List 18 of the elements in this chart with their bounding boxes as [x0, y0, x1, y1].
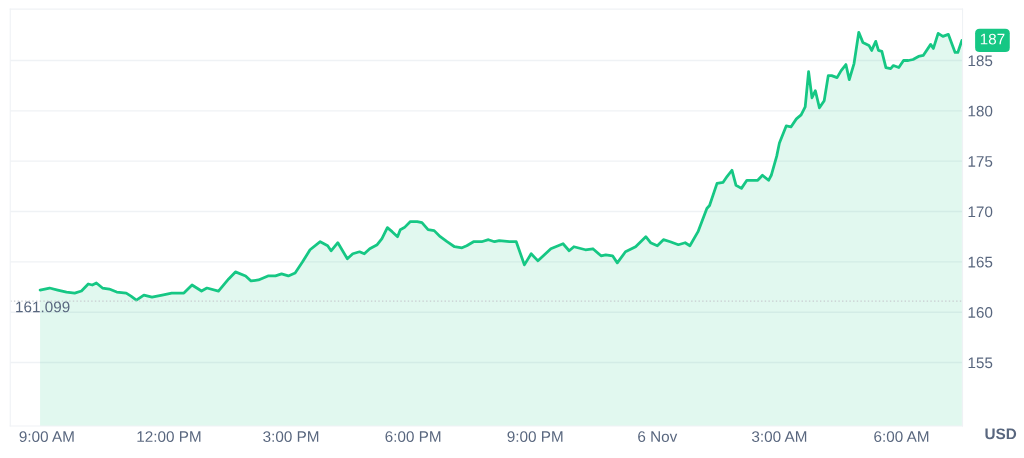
y-tick-label: 175: [968, 156, 993, 167]
x-tick-label: 6:00 AM: [874, 431, 929, 443]
x-tick-label: 12:00 PM: [137, 431, 201, 443]
y-tick-label: 185: [968, 55, 993, 67]
y-tick-label: 160: [968, 307, 993, 318]
x-tick-label: 6 Nov: [638, 431, 678, 443]
annotation: 187: [980, 33, 1005, 45]
y-tick-label: 170: [968, 206, 993, 218]
x-tick-label: 9:00 PM: [507, 431, 563, 443]
y-axis-title: USD: [985, 428, 1017, 440]
x-tick-label: 6:00 PM: [385, 431, 441, 443]
x-tick-label: 3:00 AM: [751, 431, 807, 443]
x-tick-label: 3:00 PM: [263, 431, 319, 443]
ref-line-label: 161.099: [16, 301, 70, 313]
y-tick-label: 180: [968, 105, 993, 117]
y-tick-label: 155: [968, 357, 993, 369]
x-tick-label: 9:00 AM: [19, 431, 74, 443]
y-tick-label: 165: [968, 256, 993, 268]
